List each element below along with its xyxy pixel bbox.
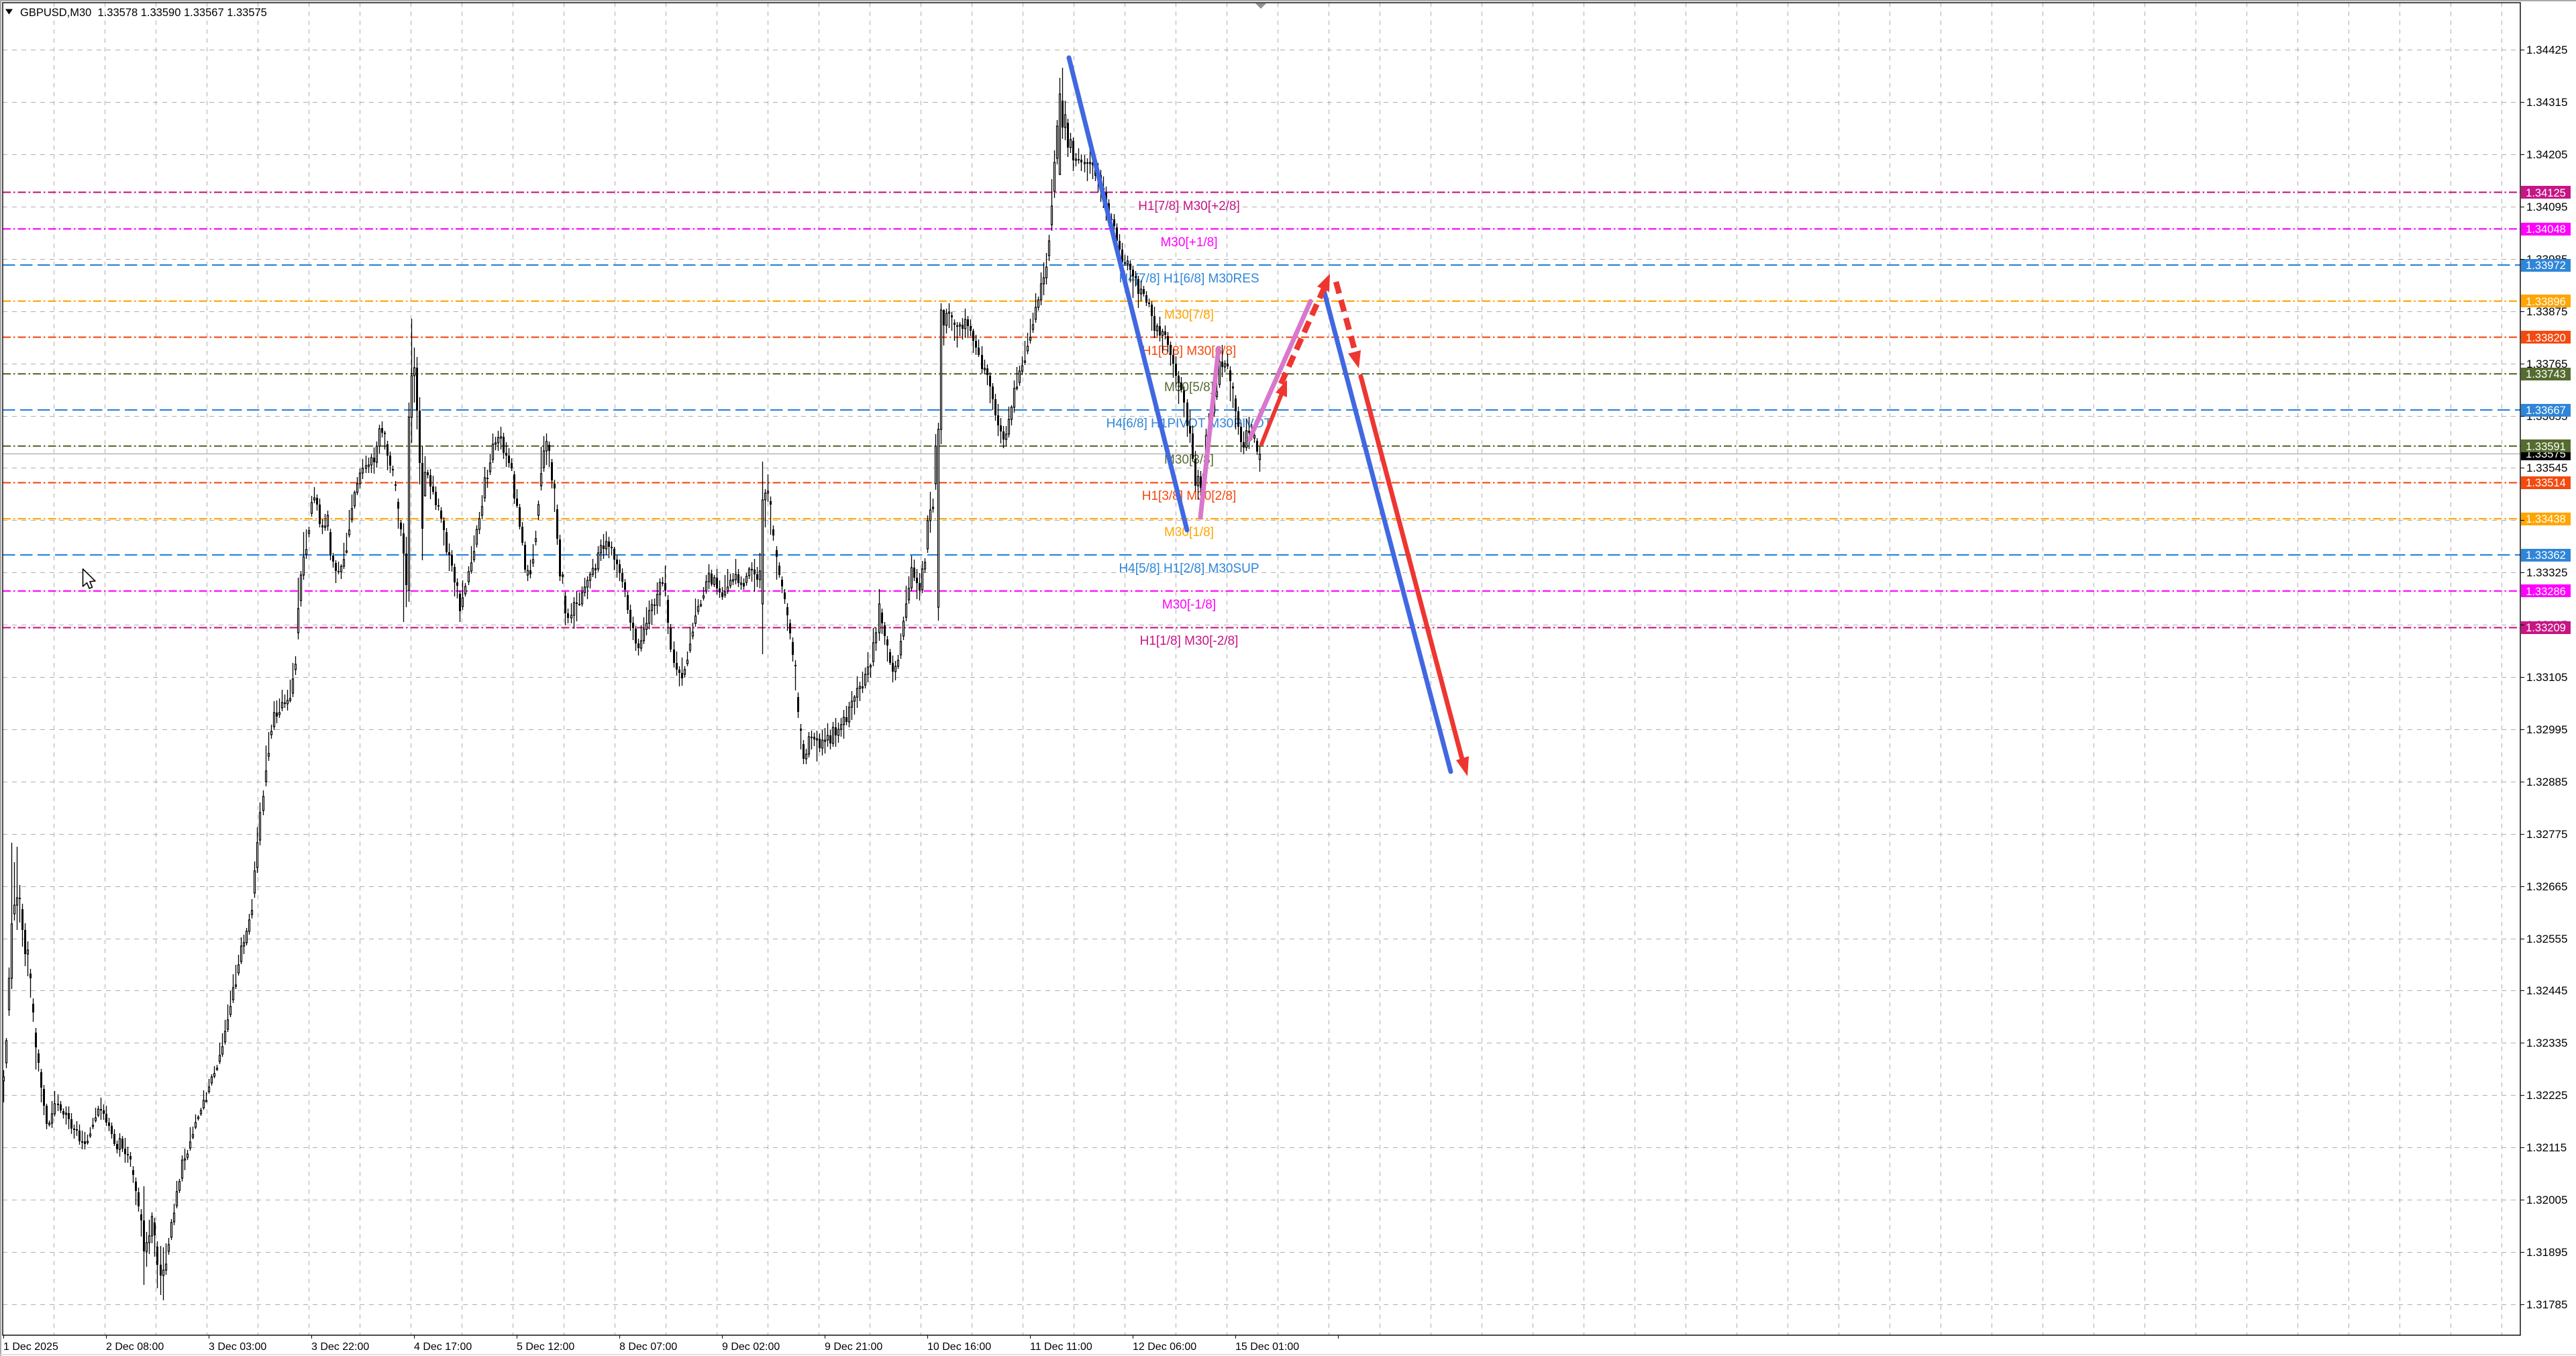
svg-text:1.32665: 1.32665	[2526, 880, 2567, 893]
svg-text:11 Dec 11:00: 11 Dec 11:00	[1030, 1341, 1092, 1353]
svg-text:H4[6/8] H1PIVOT M30PIVOT: H4[6/8] H1PIVOT M30PIVOT	[1106, 417, 1272, 431]
svg-text:H4[5/8] H1[2/8] M30SUP: H4[5/8] H1[2/8] M30SUP	[1119, 562, 1259, 576]
svg-text:1.31785: 1.31785	[2526, 1298, 2567, 1311]
svg-text:1.33362: 1.33362	[2526, 550, 2566, 562]
svg-text:9 Dec 02:00: 9 Dec 02:00	[722, 1341, 780, 1353]
svg-text:1.34205: 1.34205	[2526, 148, 2567, 161]
svg-text:12 Dec 06:00: 12 Dec 06:00	[1133, 1341, 1196, 1353]
svg-text:H1[1/8] M30[-2/8]: H1[1/8] M30[-2/8]	[1140, 634, 1239, 648]
svg-text:H4[7/8] H1[6/8] M30RES: H4[7/8] H1[6/8] M30RES	[1119, 272, 1259, 286]
svg-text:1.32885: 1.32885	[2526, 776, 2567, 788]
svg-text:3 Dec 03:00: 3 Dec 03:00	[209, 1341, 266, 1353]
svg-text:1.33514: 1.33514	[2526, 477, 2566, 489]
svg-text:1.33875: 1.33875	[2526, 305, 2567, 318]
svg-text:1.33972: 1.33972	[2526, 260, 2566, 272]
svg-text:1.31895: 1.31895	[2526, 1246, 2567, 1259]
svg-text:M30[1/8]: M30[1/8]	[1164, 525, 1214, 539]
svg-text:1.32445: 1.32445	[2526, 984, 2567, 997]
svg-text:5 Dec 12:00: 5 Dec 12:00	[517, 1341, 574, 1353]
svg-text:H1[5/8] M30[6/8]: H1[5/8] M30[6/8]	[1142, 344, 1236, 358]
svg-text:1 Dec 2025: 1 Dec 2025	[3, 1341, 58, 1353]
svg-text:1.32995: 1.32995	[2526, 723, 2567, 736]
svg-text:M30[7/8]: M30[7/8]	[1164, 308, 1214, 322]
svg-text:1.32115: 1.32115	[2526, 1141, 2567, 1154]
svg-text:1.33820: 1.33820	[2526, 332, 2566, 344]
svg-text:M30[5/8]: M30[5/8]	[1164, 380, 1214, 395]
svg-text:1.33325: 1.33325	[2526, 566, 2567, 579]
svg-text:1.33105: 1.33105	[2526, 671, 2567, 684]
svg-text:1.33743: 1.33743	[2526, 368, 2566, 380]
svg-text:1.33286: 1.33286	[2526, 586, 2566, 598]
svg-text:H1[7/8] M30[+2/8]: H1[7/8] M30[+2/8]	[1138, 199, 1240, 213]
svg-text:1.33209: 1.33209	[2526, 622, 2566, 634]
svg-text:1.33765: 1.33765	[2526, 358, 2567, 370]
svg-text:M30[3/8]: M30[3/8]	[1164, 453, 1214, 467]
svg-text:1.32555: 1.32555	[2526, 933, 2567, 945]
svg-text:9 Dec 21:00: 9 Dec 21:00	[825, 1341, 882, 1353]
svg-text:1.32225: 1.32225	[2526, 1089, 2567, 1102]
svg-text:1.33667: 1.33667	[2526, 405, 2566, 417]
svg-text:1.32005: 1.32005	[2526, 1194, 2567, 1206]
svg-text:1.32775: 1.32775	[2526, 828, 2567, 841]
svg-text:1.33896: 1.33896	[2526, 296, 2566, 308]
svg-text:1.34095: 1.34095	[2526, 201, 2567, 213]
svg-text:1.32335: 1.32335	[2526, 1037, 2567, 1049]
svg-text:8 Dec 07:00: 8 Dec 07:00	[619, 1341, 677, 1353]
svg-text:2 Dec 08:00: 2 Dec 08:00	[106, 1341, 164, 1353]
svg-text:M30[+1/8]: M30[+1/8]	[1160, 236, 1217, 250]
svg-text:10 Dec 16:00: 10 Dec 16:00	[927, 1341, 991, 1353]
svg-text:1.34425: 1.34425	[2526, 44, 2567, 56]
svg-text:1.34125: 1.34125	[2526, 187, 2566, 199]
svg-text:4 Dec 17:00: 4 Dec 17:00	[414, 1341, 472, 1353]
svg-text:GBPUSD,M30 1.33578 1.33590 1.: GBPUSD,M30 1.33578 1.33590 1.33567 1.335…	[20, 7, 267, 19]
svg-text:1.34315: 1.34315	[2526, 96, 2567, 109]
svg-text:1.33591: 1.33591	[2526, 441, 2566, 453]
svg-text:1.34048: 1.34048	[2526, 223, 2566, 236]
svg-text:M30[-1/8]: M30[-1/8]	[1162, 598, 1216, 612]
svg-text:1.33545: 1.33545	[2526, 462, 2567, 474]
svg-text:H1[3/8] M30[2/8]: H1[3/8] M30[2/8]	[1142, 489, 1236, 503]
svg-text:1.33438: 1.33438	[2526, 513, 2566, 525]
svg-text:15 Dec 01:00: 15 Dec 01:00	[1235, 1341, 1299, 1353]
svg-text:3 Dec 22:00: 3 Dec 22:00	[311, 1341, 369, 1353]
